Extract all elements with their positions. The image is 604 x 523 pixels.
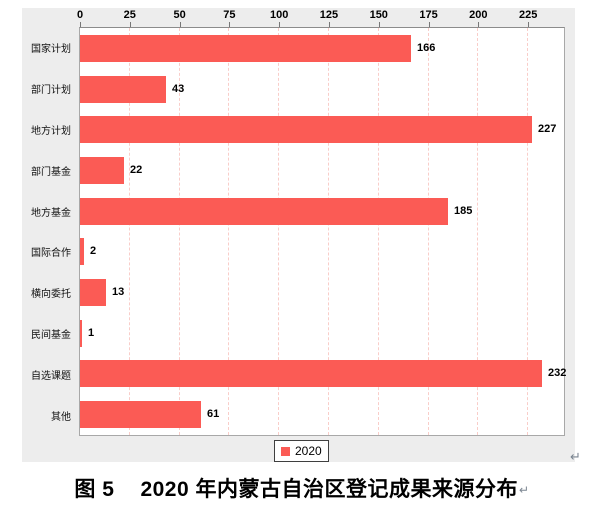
x-axis-tick-mark-icon bbox=[229, 22, 231, 27]
category-label: 地方计划 bbox=[31, 125, 71, 137]
gridline bbox=[327, 28, 329, 435]
category-label: 地方基金 bbox=[31, 207, 71, 219]
x-axis-tick-mark-icon bbox=[80, 22, 81, 27]
x-axis-tick-label: 75 bbox=[223, 9, 236, 21]
bar-row: 22 bbox=[80, 150, 564, 191]
category-label: 其他 bbox=[51, 412, 71, 424]
figure-caption: 图 5 2020 年内蒙古自治区登记成果来源分布↵ bbox=[0, 473, 604, 503]
paragraph-mark-icon: ↵ bbox=[519, 483, 530, 497]
y-axis-categories: 国家计划部门计划地方计划部门基金地方基金国际合作横向委托民间基金自选课题其他 bbox=[22, 27, 75, 436]
bar-row: 227 bbox=[80, 109, 564, 150]
x-axis-tick-mark-icon bbox=[179, 22, 181, 27]
paragraph-mark-icon: ↵ bbox=[570, 449, 581, 464]
bar-value-label: 13 bbox=[112, 286, 125, 299]
gridline bbox=[477, 28, 479, 435]
bar bbox=[80, 197, 448, 225]
category-label: 部门基金 bbox=[31, 166, 71, 178]
figure-title: 2020 年内蒙古自治区登记成果来源分布 bbox=[140, 478, 518, 501]
plot-area: 166 43 227 22 185 2 13 1 232 61 bbox=[79, 27, 567, 436]
bar bbox=[80, 401, 201, 429]
bar-value-label: 61 bbox=[207, 408, 220, 421]
bar-series: 166 43 227 22 185 2 13 1 232 61 bbox=[80, 28, 567, 435]
gridline bbox=[377, 28, 379, 435]
bar bbox=[80, 75, 166, 103]
bar-value-label: 232 bbox=[548, 367, 567, 380]
bar-row: 166 bbox=[80, 28, 564, 69]
x-axis-tick-label: 125 bbox=[319, 9, 339, 21]
bar bbox=[80, 238, 84, 266]
bar-value-label: 185 bbox=[454, 204, 473, 217]
gridline bbox=[228, 28, 230, 435]
x-axis-tick-mark-icon bbox=[378, 22, 380, 27]
category-cell: 地方计划 bbox=[22, 109, 75, 150]
bar-row: 61 bbox=[80, 394, 564, 435]
bar-row: 43 bbox=[80, 69, 564, 110]
x-axis-tick-label: 225 bbox=[518, 9, 538, 21]
bar bbox=[80, 279, 106, 307]
x-axis-tick-mark-icon bbox=[328, 22, 330, 27]
bar-row: 185 bbox=[80, 191, 564, 232]
bar-value-label: 2 bbox=[90, 245, 97, 258]
category-label: 部门计划 bbox=[31, 84, 71, 96]
x-axis-tick-label: 100 bbox=[269, 9, 289, 21]
gridline bbox=[178, 28, 180, 435]
bar bbox=[80, 319, 82, 347]
category-cell: 国际合作 bbox=[22, 232, 75, 273]
figure-number: 图 5 bbox=[74, 478, 115, 501]
x-axis-tick-mark-icon bbox=[129, 22, 131, 27]
bar bbox=[80, 34, 411, 62]
x-axis-tick-label: 175 bbox=[419, 9, 438, 21]
legend: 2020 bbox=[274, 440, 329, 462]
gridline bbox=[128, 28, 130, 435]
bar bbox=[80, 116, 532, 144]
legend-swatch-icon bbox=[281, 446, 290, 456]
gridline bbox=[427, 28, 429, 435]
bar-row: 2 bbox=[80, 232, 564, 273]
bar-value-label: 43 bbox=[172, 82, 185, 95]
bar-value-label: 22 bbox=[130, 163, 143, 176]
bar-value-label: 227 bbox=[538, 123, 557, 136]
category-cell: 部门计划 bbox=[22, 68, 75, 109]
bar-row: 232 bbox=[80, 354, 567, 395]
legend-label: 2020 bbox=[295, 444, 322, 458]
category-cell: 横向委托 bbox=[22, 272, 75, 313]
x-axis-tick-mark-icon bbox=[279, 22, 281, 27]
x-axis-tick-label: 200 bbox=[469, 9, 488, 21]
x-axis-tick-mark-icon bbox=[428, 22, 430, 27]
x-axis-tick-label: 25 bbox=[123, 9, 136, 21]
category-label: 民间基金 bbox=[31, 330, 71, 342]
bar-value-label: 1 bbox=[88, 326, 95, 339]
bar-row: 1 bbox=[80, 313, 564, 354]
gridline bbox=[278, 28, 280, 435]
x-axis: 0 25 50 75 100 125 150 175 200 225 bbox=[22, 8, 575, 27]
gridlines bbox=[80, 28, 564, 435]
bar-row: 13 bbox=[80, 272, 564, 313]
x-axis-tick-label: 50 bbox=[173, 9, 186, 21]
bar-value-label: 166 bbox=[417, 41, 436, 54]
category-label: 国家计划 bbox=[31, 43, 71, 55]
bar bbox=[80, 156, 124, 184]
category-cell: 民间基金 bbox=[22, 313, 75, 354]
category-cell: 其他 bbox=[22, 395, 75, 436]
chart-panel: 0 25 50 75 100 125 150 175 200 225 国家计划部门计划地方计划部门… bbox=[22, 8, 581, 463]
x-axis-tick-label: 150 bbox=[369, 9, 388, 21]
x-axis-tick-label: 0 bbox=[76, 9, 84, 21]
category-label: 横向委托 bbox=[31, 289, 71, 301]
category-cell: 部门基金 bbox=[22, 150, 75, 191]
category-cell: 地方基金 bbox=[22, 191, 75, 232]
category-cell: 自选课题 bbox=[22, 354, 75, 395]
category-label: 国际合作 bbox=[31, 248, 71, 260]
x-axis-tick-mark-icon bbox=[528, 22, 530, 27]
category-label: 自选课题 bbox=[31, 371, 71, 383]
x-axis-tick-mark-icon bbox=[478, 22, 480, 27]
gridline bbox=[527, 28, 529, 435]
category-cell: 国家计划 bbox=[22, 27, 75, 68]
bar bbox=[80, 360, 542, 388]
